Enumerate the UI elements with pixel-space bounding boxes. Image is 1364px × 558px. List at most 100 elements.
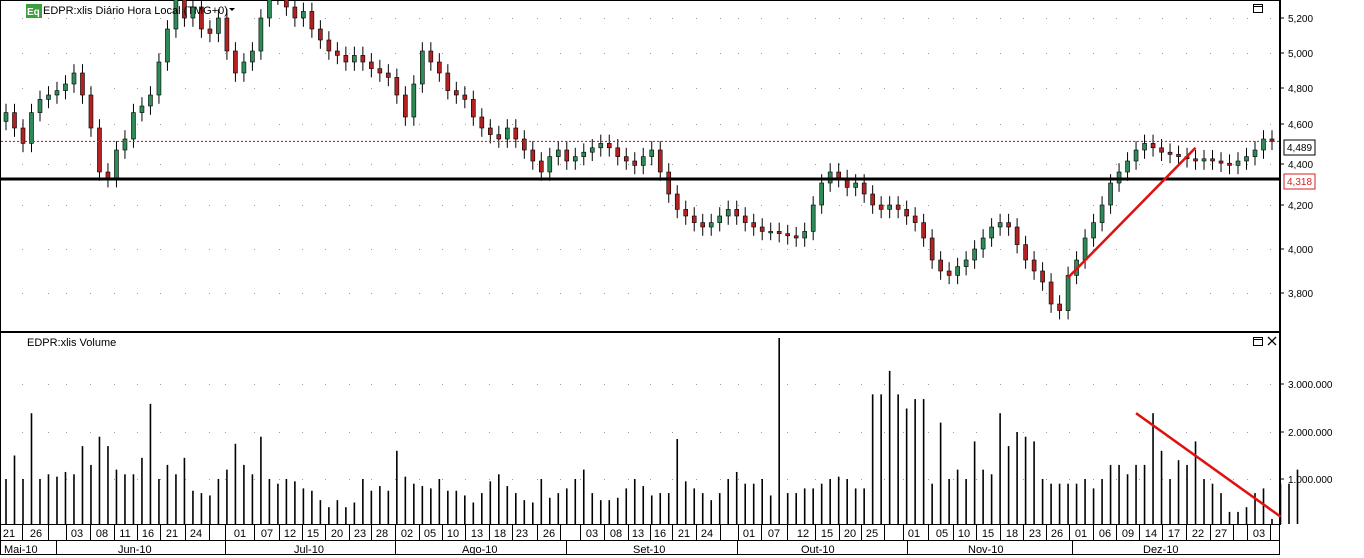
grid-dot — [604, 88, 605, 89]
grid-dot — [22, 432, 23, 433]
grid-dot — [1000, 18, 1001, 19]
day-label: 16 — [654, 528, 666, 540]
grid-dot — [1139, 124, 1140, 125]
candle-body — [700, 222, 706, 228]
grid-dot — [442, 88, 443, 89]
grid-dot — [395, 164, 396, 165]
grid-dot — [371, 293, 372, 294]
grid-dot — [672, 249, 673, 250]
day-label: 21 — [3, 528, 15, 540]
grid-dot — [696, 293, 697, 294]
grid-dot — [66, 384, 67, 385]
grid-dot — [839, 384, 840, 385]
grid-dot — [537, 18, 538, 19]
grid-dot — [395, 249, 396, 250]
grid-dot — [1233, 249, 1234, 250]
candle-body — [989, 226, 994, 239]
candle-body — [420, 50, 425, 85]
price-trendline — [1067, 146, 1197, 279]
grid-dot — [302, 432, 303, 433]
grid-dot — [442, 432, 443, 433]
grid-dot — [861, 384, 862, 385]
grid-dot — [903, 249, 904, 250]
grid-dot — [976, 53, 977, 54]
grid-dot — [349, 249, 350, 250]
equity-badge — [26, 4, 42, 18]
maximize-icon[interactable] — [1253, 4, 1263, 13]
candle-body — [623, 156, 629, 162]
grid-dot — [419, 249, 420, 250]
day-label: 05 — [424, 528, 436, 540]
grid-dot — [1023, 479, 1024, 480]
grid-dot — [580, 479, 581, 480]
candle-body — [445, 72, 451, 91]
candle-body — [912, 215, 918, 223]
grid-dot — [22, 88, 23, 89]
grid-dot — [604, 53, 605, 54]
grid-dot — [1162, 164, 1163, 165]
volume-maximize-icon[interactable] — [1253, 337, 1263, 346]
grid-dot — [815, 53, 816, 54]
grid-dot — [209, 164, 210, 165]
grid-dot — [650, 88, 651, 89]
grid-dot — [1116, 384, 1117, 385]
price-tick-label: 4,600 — [1288, 120, 1313, 131]
grid-dot — [489, 384, 490, 385]
grid-dot — [1270, 124, 1271, 125]
grid-dot — [325, 249, 326, 250]
chevron-down-icon[interactable] — [229, 8, 235, 11]
grid-dot — [1233, 53, 1234, 54]
candle-body — [1040, 270, 1045, 283]
grid-dot — [903, 479, 904, 480]
grid-dot — [1069, 432, 1070, 433]
candle-body — [1142, 143, 1147, 151]
grid-dot — [976, 88, 977, 89]
grid-dot — [1162, 384, 1163, 385]
grid-dot — [537, 124, 538, 125]
candle-body — [649, 149, 655, 157]
grid-dot — [1186, 205, 1187, 206]
volume-pane-title[interactable]: EDPR:xlis Volume — [27, 337, 116, 349]
grid-dot — [672, 88, 673, 89]
candle-body — [1014, 226, 1020, 245]
grid-dot — [787, 18, 788, 19]
grid-dot — [1069, 53, 1070, 54]
axis-labels: 5,200 5,000 4,800 4,600 4,400 4,200 4,000 3,800… — [3, 14, 1333, 556]
grid-dot — [395, 205, 396, 206]
grid-dot — [1210, 205, 1211, 206]
candle-body — [802, 231, 807, 239]
grid-dot — [1093, 249, 1094, 250]
grid-dot — [1093, 53, 1094, 54]
candle-body — [54, 90, 60, 96]
grid-dot — [225, 205, 226, 206]
close-icon[interactable] — [1267, 336, 1277, 346]
grid-dot — [512, 293, 513, 294]
grid-dot — [928, 249, 929, 250]
grid-dot — [1270, 88, 1271, 89]
candle-body — [352, 55, 357, 63]
grid-dot — [861, 53, 862, 54]
grid-dot — [395, 432, 396, 433]
grid-dot — [1162, 53, 1163, 54]
day-label: 16 — [142, 528, 154, 540]
candle-body — [1006, 222, 1011, 228]
candle-body — [895, 204, 901, 210]
grid-dot — [1247, 432, 1248, 433]
grid-dot — [1233, 88, 1234, 89]
grid-dot — [839, 18, 840, 19]
grid-dot — [720, 249, 721, 250]
day-label: 20 — [331, 528, 343, 540]
candle-body — [437, 61, 442, 74]
price-pane-title[interactable]: EDPR:xlis Diário Hora Local (TMG+0) — [43, 5, 228, 17]
grid-dot — [349, 164, 350, 165]
grid-dot — [465, 18, 466, 19]
grid-dot — [137, 18, 138, 19]
grid-dot — [325, 18, 326, 19]
grid-dot — [225, 124, 226, 125]
grid-dot — [815, 293, 816, 294]
candle-body — [878, 204, 884, 210]
grid-dot — [1233, 432, 1234, 433]
grid-dot — [66, 479, 67, 480]
grid-dot — [1139, 249, 1140, 250]
grid-dot — [371, 205, 372, 206]
